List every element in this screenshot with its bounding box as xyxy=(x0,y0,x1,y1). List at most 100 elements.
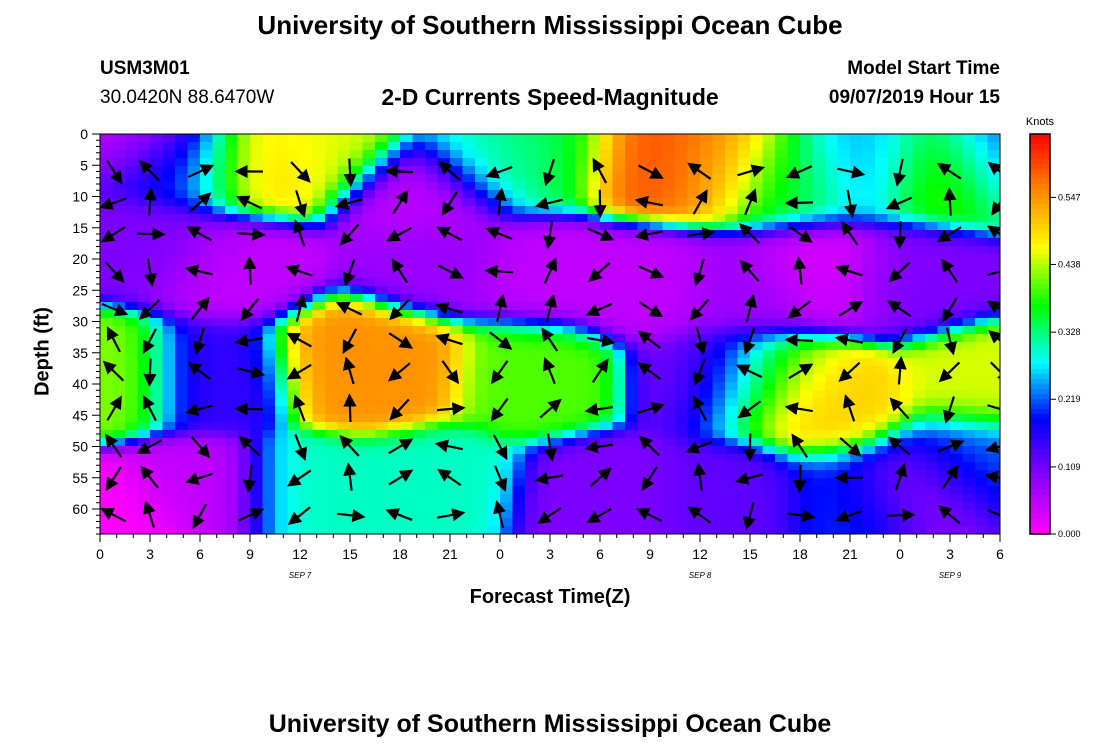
heat-cell xyxy=(300,246,314,255)
heat-cell xyxy=(500,494,514,503)
heat-cell xyxy=(725,326,739,335)
heat-cell xyxy=(700,142,714,151)
heat-cell xyxy=(625,422,639,431)
heat-cell xyxy=(512,318,526,327)
heat-cell xyxy=(675,174,689,183)
heat-cell xyxy=(562,142,576,151)
colorbar-cell xyxy=(1030,264,1050,270)
current-vector xyxy=(285,264,313,277)
heat-cell xyxy=(725,422,739,431)
heat-cell xyxy=(987,414,1000,423)
current-vector xyxy=(100,226,126,243)
heat-cell xyxy=(475,398,489,407)
heat-cell xyxy=(712,254,726,263)
heat-cell xyxy=(825,430,839,439)
heat-cell xyxy=(700,150,714,159)
heat-cell xyxy=(650,254,664,263)
current-vector xyxy=(235,195,263,210)
current-vector xyxy=(106,326,121,353)
heat-cell xyxy=(125,270,139,279)
heat-cell xyxy=(150,358,164,367)
heat-cell xyxy=(137,406,151,415)
heat-cell xyxy=(612,270,626,279)
current-vector xyxy=(638,435,661,457)
heat-cell xyxy=(512,414,526,423)
colorbar-cell xyxy=(1030,404,1050,410)
heat-cell xyxy=(237,278,251,287)
heat-cell xyxy=(662,174,676,183)
heat-cell xyxy=(600,150,614,159)
heat-cell xyxy=(462,406,476,415)
heat-cell xyxy=(662,262,676,271)
heat-cell xyxy=(312,278,326,287)
heat-cell xyxy=(175,150,189,159)
heat-cell xyxy=(262,182,276,191)
current-vector xyxy=(544,293,558,322)
current-vector xyxy=(335,301,363,316)
heat-cell xyxy=(425,294,439,303)
heat-cell xyxy=(862,422,876,431)
heat-cell xyxy=(425,366,439,375)
heat-cell xyxy=(350,462,364,471)
heat-cell xyxy=(387,222,401,231)
heat-cell xyxy=(637,414,651,423)
heat-cell xyxy=(825,190,839,199)
heat-cell xyxy=(950,206,964,215)
heat-cell xyxy=(300,326,314,335)
heat-cell xyxy=(987,494,1000,503)
heat-cell xyxy=(862,350,876,359)
heat-cell xyxy=(837,190,851,199)
heat-cell xyxy=(337,478,351,487)
heat-cell xyxy=(725,254,739,263)
current-vector xyxy=(788,225,813,243)
heat-cell xyxy=(637,294,651,303)
heat-cell xyxy=(600,206,614,215)
heat-cell xyxy=(387,518,401,527)
heat-cell xyxy=(875,382,889,391)
heat-cell xyxy=(350,366,364,375)
heat-cell xyxy=(262,526,276,534)
heat-cell xyxy=(987,150,1000,159)
heat-cell xyxy=(275,350,289,359)
heat-cell xyxy=(500,366,514,375)
heat-cell xyxy=(387,438,401,447)
heat-cell xyxy=(450,350,464,359)
heat-cell xyxy=(462,142,476,151)
current-vector xyxy=(942,396,956,424)
heat-cell xyxy=(975,446,989,455)
heat-cell xyxy=(387,238,401,247)
heat-cell xyxy=(625,366,639,375)
heat-cell xyxy=(762,142,776,151)
heat-cell xyxy=(262,334,276,343)
heat-cell xyxy=(775,478,789,487)
heat-cell xyxy=(787,334,801,343)
heat-cell xyxy=(475,142,489,151)
heat-cell xyxy=(362,494,376,503)
heat-cell xyxy=(150,166,164,175)
x-tick-label: 0 xyxy=(896,546,904,562)
heat-cell xyxy=(875,230,889,239)
heat-cell xyxy=(775,182,789,191)
heat-cell xyxy=(212,286,226,295)
heat-cell xyxy=(825,166,839,175)
heat-cell xyxy=(512,302,526,311)
heat-cell xyxy=(350,254,364,263)
heat-cell xyxy=(375,390,389,399)
heat-cell xyxy=(125,390,139,399)
heat-cell xyxy=(737,446,751,455)
heat-cell xyxy=(637,214,651,223)
heat-cell xyxy=(700,446,714,455)
heat-cell xyxy=(275,222,289,231)
heat-cell xyxy=(725,198,739,207)
heat-cell xyxy=(937,254,951,263)
heat-cell xyxy=(662,214,676,223)
heat-cell xyxy=(562,422,576,431)
heat-cell xyxy=(750,366,764,375)
colorbar-cell xyxy=(1030,509,1050,515)
heat-cell xyxy=(862,454,876,463)
heat-cell xyxy=(137,366,151,375)
heat-cell xyxy=(800,310,814,319)
heat-cell xyxy=(662,430,676,439)
heat-cell xyxy=(412,294,426,303)
heat-cell xyxy=(425,270,439,279)
